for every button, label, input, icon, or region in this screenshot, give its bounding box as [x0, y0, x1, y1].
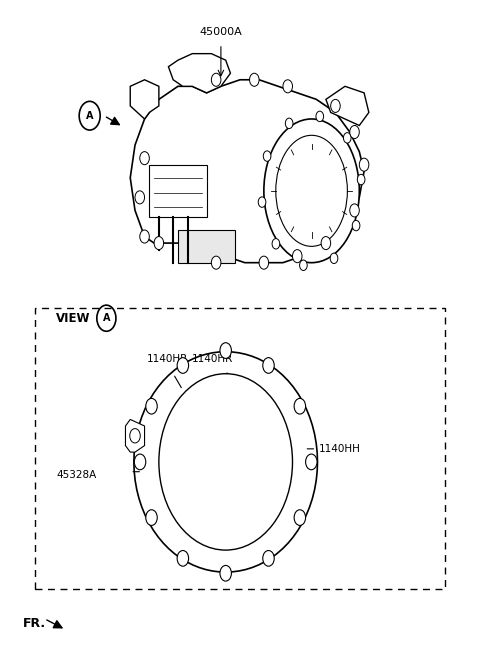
Circle shape [294, 510, 306, 525]
PathPatch shape [134, 352, 317, 572]
Circle shape [211, 73, 221, 87]
Circle shape [300, 260, 307, 270]
Circle shape [360, 158, 369, 171]
Circle shape [177, 358, 189, 373]
Circle shape [357, 174, 365, 185]
Circle shape [263, 550, 274, 566]
Text: 45328A: 45328A [56, 470, 96, 480]
Circle shape [134, 454, 146, 470]
Circle shape [283, 80, 292, 93]
Bar [35, 308, 445, 589]
Text: FR.: FR. [23, 617, 46, 630]
Text: 1140HR: 1140HR [147, 354, 188, 364]
Circle shape [177, 550, 189, 566]
Text: 1140HR: 1140HR [192, 354, 234, 364]
Bar [149, 165, 206, 217]
Circle shape [264, 151, 271, 161]
Circle shape [140, 230, 149, 243]
Text: 1140HH: 1140HH [319, 444, 360, 454]
Circle shape [263, 358, 274, 373]
Circle shape [294, 398, 306, 414]
Circle shape [321, 237, 331, 250]
Circle shape [330, 253, 338, 264]
Ellipse shape [276, 135, 348, 247]
Circle shape [285, 118, 293, 129]
Circle shape [146, 398, 157, 414]
Circle shape [220, 342, 231, 358]
PathPatch shape [168, 54, 230, 93]
Circle shape [211, 256, 221, 269]
Circle shape [140, 152, 149, 165]
Text: A: A [103, 313, 110, 323]
Circle shape [130, 428, 140, 443]
Ellipse shape [264, 119, 360, 262]
Circle shape [350, 204, 360, 217]
Circle shape [350, 125, 360, 138]
Text: 45000A: 45000A [200, 28, 242, 37]
Circle shape [220, 565, 231, 581]
Ellipse shape [159, 374, 292, 550]
Text: VIEW: VIEW [56, 312, 91, 325]
Bar [178, 230, 235, 262]
Circle shape [306, 454, 317, 470]
Circle shape [344, 133, 351, 143]
Circle shape [259, 256, 269, 269]
PathPatch shape [130, 80, 364, 262]
Circle shape [352, 220, 360, 231]
Circle shape [135, 191, 144, 204]
Circle shape [250, 73, 259, 87]
Circle shape [292, 250, 302, 262]
PathPatch shape [125, 419, 144, 452]
PathPatch shape [326, 87, 369, 125]
Circle shape [146, 510, 157, 525]
Circle shape [258, 197, 266, 207]
Text: A: A [86, 111, 94, 121]
Circle shape [154, 237, 164, 250]
Circle shape [316, 111, 324, 121]
Circle shape [331, 99, 340, 112]
Circle shape [272, 239, 280, 249]
PathPatch shape [130, 80, 159, 119]
